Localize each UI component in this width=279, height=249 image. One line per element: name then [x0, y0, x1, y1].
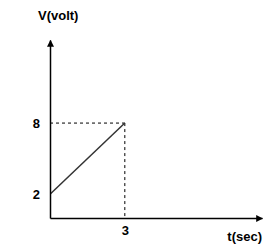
tick-label: 3 [122, 223, 129, 238]
tick: 8 [33, 116, 50, 131]
tick: 3 [122, 218, 129, 238]
guide-line [124, 123, 125, 218]
axis-line [51, 218, 263, 220]
axis-line [50, 41, 52, 219]
tick-label: 8 [33, 116, 40, 131]
tick-label: 2 [33, 187, 40, 202]
data-line [50, 123, 125, 194]
x-axis-title: t(sec) [227, 229, 262, 244]
tick: 2 [33, 187, 50, 202]
y-axis-title: V(volt) [38, 8, 78, 23]
guide-line [50, 123, 125, 124]
plot: 283 [33, 41, 263, 239]
chart: 283V(volt)t(sec) [0, 0, 279, 249]
y-axis: 28 [33, 41, 51, 219]
marks [50, 123, 125, 218]
